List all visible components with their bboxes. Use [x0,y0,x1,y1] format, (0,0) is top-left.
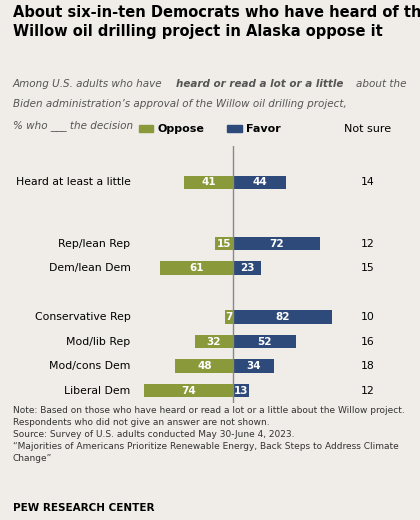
Text: Note: Based on those who have heard or read a lot or a little about the Willow p: Note: Based on those who have heard or r… [13,406,404,463]
Text: About six-in-ten Democrats who have heard of the
Willow oil drilling project in : About six-in-ten Democrats who have hear… [13,5,420,39]
Text: Oppose: Oppose [158,124,205,134]
Text: 15: 15 [361,263,374,273]
Text: Rep/lean Rep: Rep/lean Rep [58,239,131,249]
Bar [234,359,274,373]
Text: Not sure: Not sure [344,124,391,134]
Text: heard or read a lot or a little: heard or read a lot or a little [176,79,344,88]
Bar [234,384,249,397]
Text: 34: 34 [247,361,261,371]
Text: 12: 12 [361,239,374,249]
Text: 15: 15 [217,239,231,249]
Bar [184,176,234,189]
Text: 12: 12 [361,386,374,396]
Text: about the: about the [356,79,407,88]
Bar [234,335,296,348]
Bar [215,237,234,251]
Text: 41: 41 [201,177,216,187]
Text: Dem/lean Dem: Dem/lean Dem [49,263,131,273]
Bar [195,335,234,348]
Text: Favor: Favor [246,124,281,134]
Text: 10: 10 [360,312,375,322]
Text: 82: 82 [276,312,290,322]
Text: 48: 48 [197,361,212,371]
Bar [176,359,234,373]
Text: Heard at least a little: Heard at least a little [16,177,131,187]
Bar [160,262,234,275]
Text: Mod/cons Dem: Mod/cons Dem [49,361,131,371]
Text: 13: 13 [234,386,249,396]
Text: 32: 32 [207,337,221,347]
Text: Liberal Dem: Liberal Dem [64,386,131,396]
Text: Biden administration’s approval of the Willow oil drilling project,: Biden administration’s approval of the W… [13,99,346,109]
Bar [144,384,234,397]
Text: Among U.S. adults who have: Among U.S. adults who have [13,79,165,88]
Text: 74: 74 [181,386,196,396]
Bar [234,262,261,275]
Text: 7: 7 [226,312,233,322]
Text: 52: 52 [257,337,272,347]
Text: 72: 72 [270,239,284,249]
Text: 18: 18 [361,361,374,371]
Bar [234,310,332,324]
Text: 16: 16 [361,337,374,347]
Text: 14: 14 [361,177,374,187]
Text: Mod/lib Rep: Mod/lib Rep [66,337,131,347]
Text: 44: 44 [252,177,267,187]
Bar [234,176,286,189]
Text: 61: 61 [189,263,204,273]
Bar [139,125,153,132]
Bar [234,237,320,251]
Bar [225,310,234,324]
Text: PEW RESEARCH CENTER: PEW RESEARCH CENTER [13,503,154,513]
Bar [227,125,241,132]
Text: Conservative Rep: Conservative Rep [34,312,131,322]
Text: % who ___ the decision: % who ___ the decision [13,120,133,131]
Text: 23: 23 [240,263,255,273]
